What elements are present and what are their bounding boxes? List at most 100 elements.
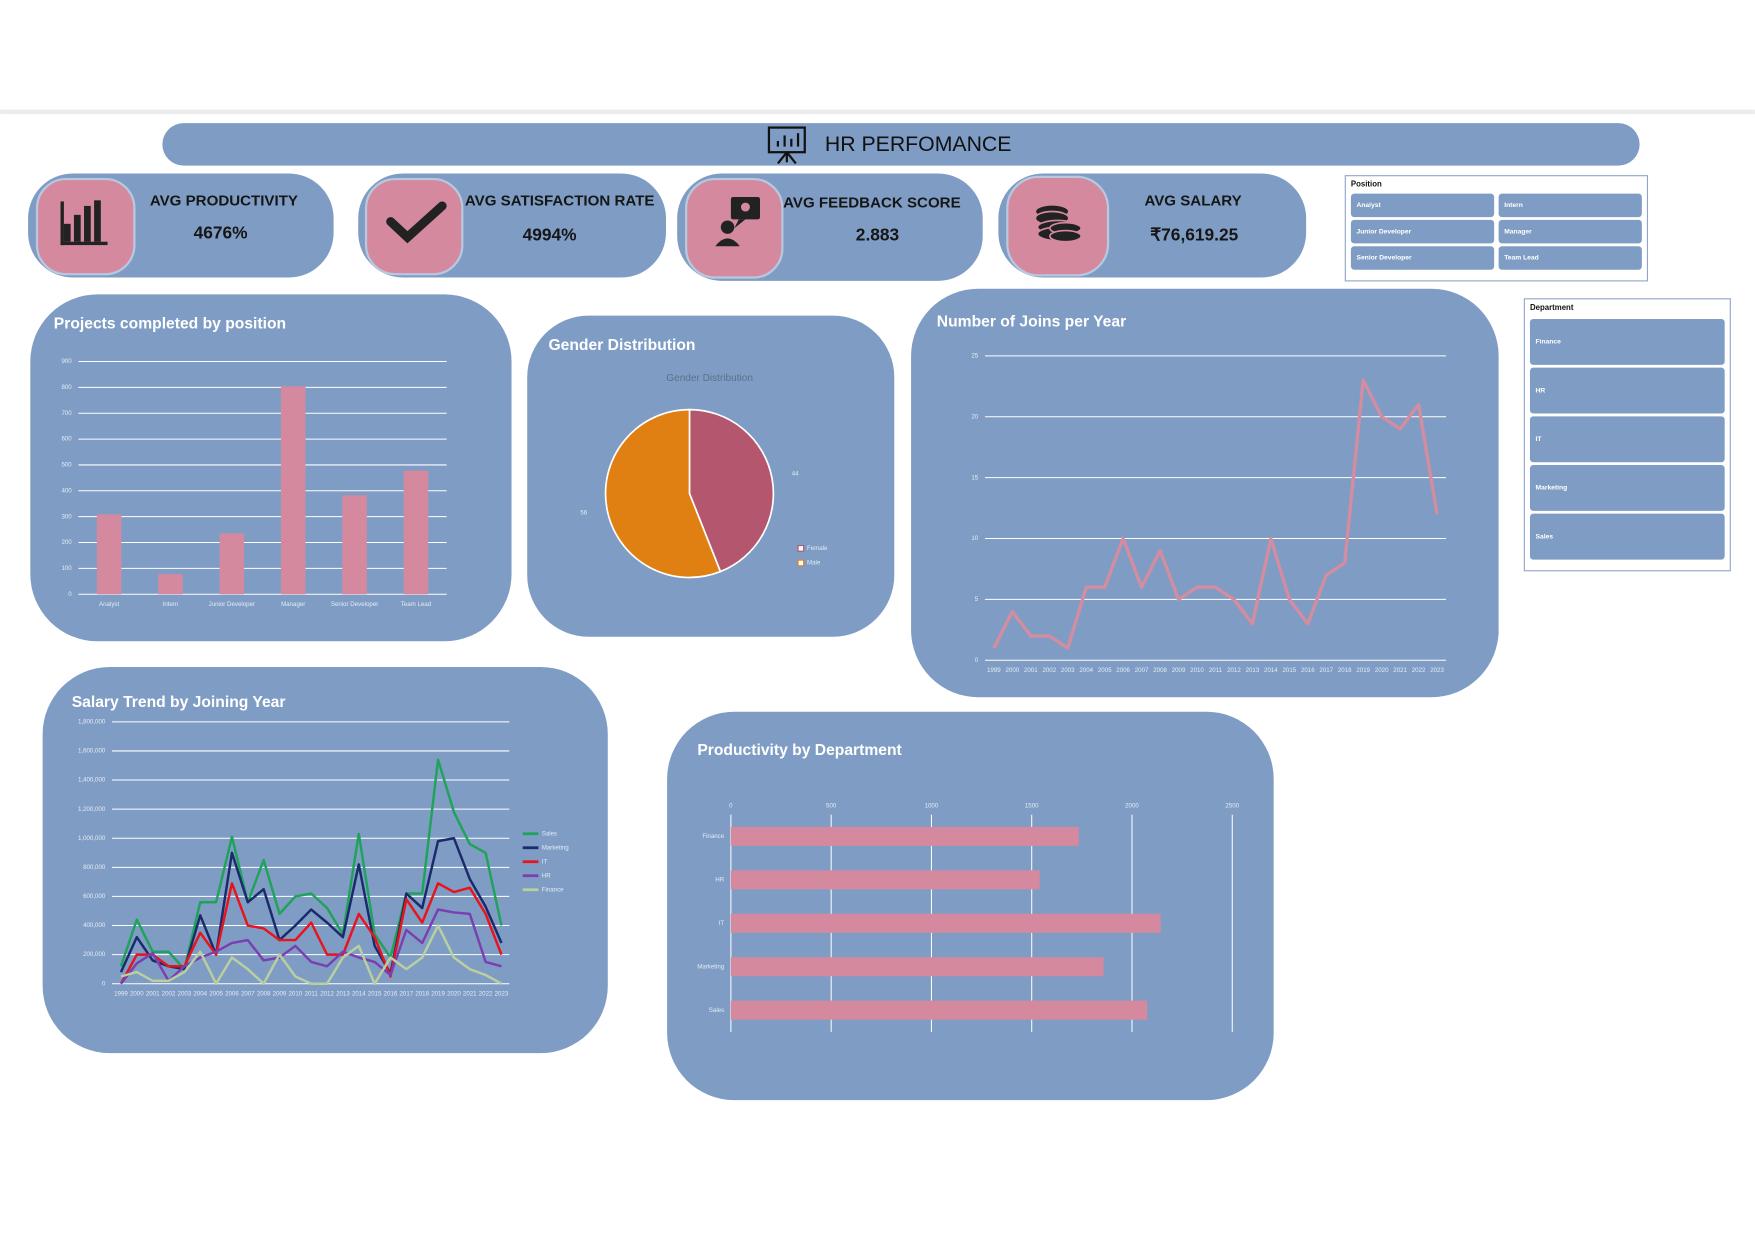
slicer-item[interactable]: Intern [1504, 202, 1523, 209]
slicer-button[interactable] [1498, 219, 1642, 244]
y-tick-label: IT [719, 920, 725, 927]
x-tick-label: 2007 [1135, 667, 1149, 674]
kpi-value: 4994% [523, 225, 577, 245]
x-tick-label: Team Lead [401, 601, 432, 608]
x-tick-label: 2004 [1079, 667, 1093, 674]
bar [730, 957, 1104, 977]
legend-swatch [797, 559, 805, 567]
header-icon [767, 126, 806, 165]
y-tick-label: 200 [61, 539, 72, 546]
x-tick-label: 2012 [320, 990, 334, 997]
x-tick-label: 2006 [225, 990, 239, 997]
x-tick-label: 2022 [1412, 667, 1426, 674]
slicer-button[interactable] [1350, 219, 1495, 244]
y-tick-label: 900 [61, 358, 72, 365]
slicer-button[interactable] [1529, 513, 1725, 560]
slicer-item[interactable]: IT [1536, 436, 1543, 443]
kpi-icon-glyph [386, 201, 447, 244]
x-tick-label: 2010 [289, 990, 303, 997]
y-tick-label: Marketing [697, 963, 725, 970]
x-tick-label: 2001 [1024, 667, 1038, 674]
slicer-button[interactable] [1350, 246, 1495, 270]
x-tick-label: 2008 [1153, 667, 1167, 674]
x-tick-label: 2018 [415, 990, 429, 997]
legend-label: Sales [542, 830, 557, 837]
bar [730, 826, 1079, 846]
header-title: HR PERFOMANCE [825, 132, 1012, 156]
kpi-label: AVG PRODUCTIVITY [150, 192, 298, 209]
slicer-item[interactable]: Junior Developer [1356, 228, 1411, 235]
y-tick-label: 600,000 [83, 893, 106, 900]
y-tick-label: 1,200,000 [78, 806, 106, 813]
slicer-item[interactable]: Finance [1536, 339, 1562, 346]
x-tick-label: 2003 [1061, 667, 1075, 674]
chart-subtitle: Gender Distribution [666, 373, 753, 384]
pie-slice [604, 408, 722, 579]
bar [158, 574, 183, 595]
slicer-item[interactable]: Manager [1504, 228, 1532, 235]
x-tick-label: 2020 [447, 990, 461, 997]
x-tick-label: 500 [826, 802, 837, 809]
slicer-button[interactable] [1529, 318, 1725, 365]
bar [730, 870, 1040, 890]
kpi-value: 4676% [194, 222, 248, 242]
chart-panel [30, 294, 512, 642]
y-tick-label: 10 [971, 535, 978, 542]
slicer-button[interactable] [1529, 367, 1725, 414]
slicer-item[interactable]: Sales [1536, 533, 1554, 540]
x-tick-label: 2005 [209, 990, 223, 997]
x-tick-label: 2007 [241, 990, 255, 997]
y-tick-label: 400,000 [83, 922, 106, 929]
y-tick-label: 100 [61, 565, 72, 572]
x-tick-label: Analyst [99, 601, 119, 608]
data-label: 56 [580, 510, 587, 517]
x-tick-label: 2018 [1338, 667, 1352, 674]
x-tick-label: 2012 [1227, 667, 1241, 674]
chart-title: Salary Trend by Joining Year [72, 694, 286, 711]
y-tick-label: 25 [971, 353, 978, 360]
chart-title: Productivity by Department [697, 742, 902, 759]
x-tick-label: 2022 [479, 990, 493, 997]
pie-slice [688, 408, 775, 573]
x-tick-label: 2004 [193, 990, 207, 997]
slicer-item[interactable]: Senior Developer [1356, 255, 1412, 262]
kpi-label: AVG SALARY [1144, 192, 1241, 209]
slicer-button[interactable] [1529, 465, 1725, 511]
x-tick-label: 2013 [336, 990, 350, 997]
slicer-item[interactable]: Team Lead [1504, 255, 1539, 262]
slicer-button[interactable] [1498, 193, 1642, 218]
x-tick-label: 2009 [273, 990, 287, 997]
x-tick-label: 2023 [495, 990, 509, 997]
x-tick-label: 2015 [368, 990, 382, 997]
x-tick-label: 2009 [1172, 667, 1186, 674]
x-tick-label: 2021 [1393, 667, 1407, 674]
header-bar [162, 123, 1640, 166]
y-tick-label: 1,800,000 [78, 718, 106, 725]
y-tick-label: 500 [61, 462, 72, 469]
x-tick-label: 2001 [146, 990, 160, 997]
bar [403, 470, 429, 595]
chart-panel [667, 711, 1274, 1101]
x-tick-label: 2023 [1430, 667, 1444, 674]
slicer-button[interactable] [1498, 246, 1642, 270]
x-tick-label: 2016 [1301, 667, 1315, 674]
x-tick-label: 2010 [1190, 667, 1204, 674]
slicer-button[interactable] [1350, 193, 1495, 218]
y-tick-label: 0 [102, 980, 106, 987]
bar [280, 386, 306, 595]
x-tick-label: 2000 [1125, 802, 1139, 809]
x-tick-label: 2011 [305, 990, 319, 997]
x-tick-label: Intern [163, 601, 179, 608]
kpi-value: 2.883 [856, 225, 900, 245]
slicer-button[interactable] [1529, 416, 1725, 463]
slicer-item[interactable]: HR [1536, 387, 1546, 394]
slicer-item[interactable]: Marketing [1536, 485, 1568, 492]
x-tick-label: 2000 [130, 990, 144, 997]
y-tick-label: 1,000,000 [78, 835, 106, 842]
data-label: 44 [792, 471, 799, 478]
x-tick-label: 2500 [1225, 802, 1239, 809]
x-tick-label: 2003 [178, 990, 192, 997]
y-tick-label: 300 [61, 513, 72, 520]
slicer-item[interactable]: Analyst [1356, 202, 1381, 209]
chart-title: Gender Distribution [548, 337, 695, 354]
